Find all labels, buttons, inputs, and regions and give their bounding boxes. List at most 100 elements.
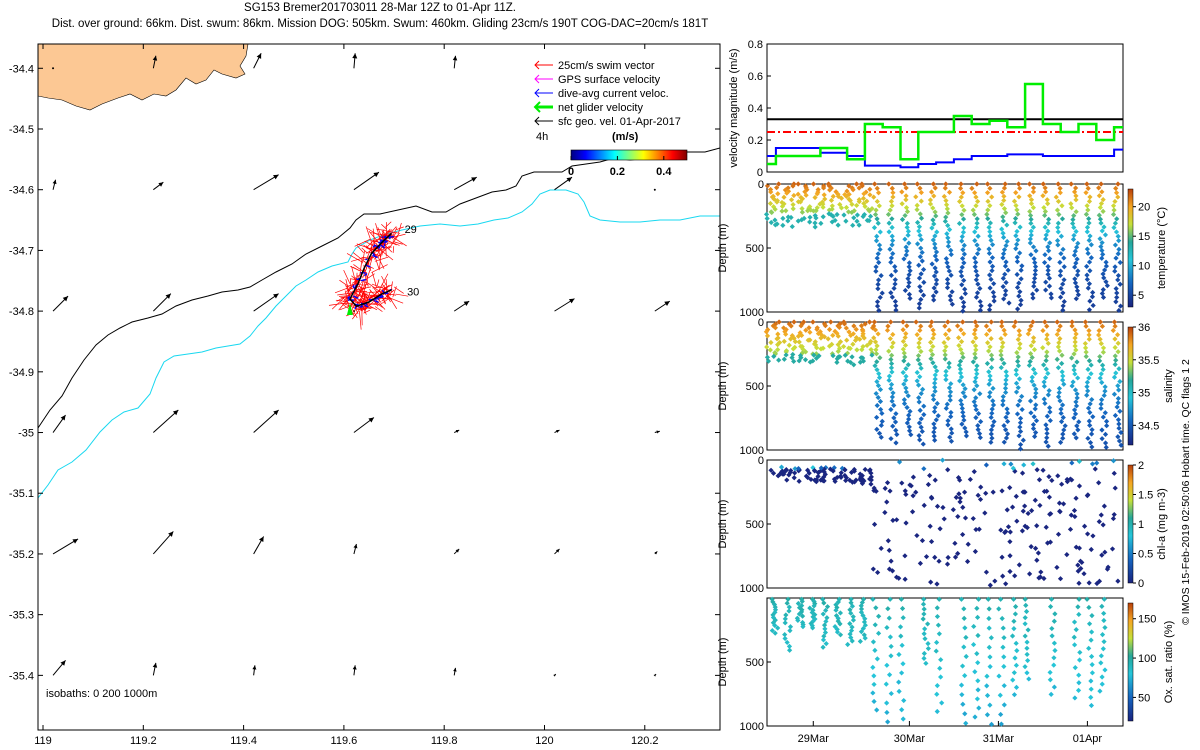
profile-marker — [959, 401, 965, 408]
sfc-arrow-head — [168, 531, 174, 537]
chla-marker — [822, 471, 828, 478]
chla-marker — [806, 470, 812, 476]
profile-marker — [1083, 323, 1089, 329]
profile-marker — [1086, 332, 1092, 338]
sfc-arrow-head — [158, 182, 164, 187]
oxygen-marker — [858, 609, 865, 615]
profile-marker — [1116, 387, 1122, 393]
profile-marker — [856, 222, 862, 228]
profile-marker — [905, 228, 912, 234]
sfc-arrow — [52, 179, 57, 190]
oxygen-marker — [849, 638, 855, 644]
profile-marker — [795, 218, 801, 224]
chla-marker — [812, 478, 819, 484]
chla-marker — [1036, 477, 1043, 483]
profile-marker — [789, 355, 795, 361]
profile-marker — [1031, 279, 1037, 285]
chla-marker — [1029, 508, 1035, 514]
profile-marker — [782, 329, 788, 335]
swim-vector — [374, 297, 386, 310]
chla-marker — [1094, 580, 1100, 587]
profile-marker — [945, 210, 951, 216]
profile-marker — [972, 327, 978, 333]
oxygen-x-axis: 29Mar 30Mar 31Mar 01Apr — [798, 721, 1102, 745]
chart-title-line1: SG153 Bremer201703011 28-Mar 12Z to 01-A… — [244, 2, 516, 14]
chla-marker — [886, 566, 893, 572]
sfc-arrow-head — [373, 172, 379, 178]
dac-vector — [378, 295, 382, 299]
profile-marker — [943, 405, 949, 411]
swim-vector — [375, 223, 381, 239]
profile-marker — [930, 396, 937, 403]
chla-marker — [1068, 512, 1074, 518]
profile-marker — [1029, 374, 1035, 380]
profile-marker — [1006, 300, 1012, 306]
profile-marker — [860, 328, 866, 334]
chla-marker — [858, 477, 864, 484]
sfc-arrow — [253, 174, 279, 191]
profile-marker — [1075, 292, 1081, 298]
chla-marker — [1046, 494, 1053, 500]
profile-marker — [810, 358, 816, 364]
oxygen-marker — [820, 644, 826, 650]
oxygen-marker — [823, 640, 829, 647]
colorbar-tick-label: 35 — [1138, 388, 1150, 400]
oxygen-marker — [1099, 603, 1105, 609]
profile-marker — [1001, 360, 1007, 367]
profile-marker — [945, 243, 951, 249]
profile-marker — [1033, 248, 1039, 254]
chla-marker — [1101, 503, 1107, 509]
oxygen-marker — [871, 681, 877, 688]
oxygen-marker — [1052, 647, 1058, 654]
oxygen-marker — [1001, 683, 1007, 689]
profile-marker — [958, 346, 964, 353]
chla-marker — [871, 485, 877, 491]
oxygen-marker — [963, 720, 969, 726]
profile-marker — [930, 343, 936, 350]
chla-marker — [805, 467, 811, 473]
sfc-arrow — [452, 55, 458, 69]
profile-marker — [1071, 431, 1077, 437]
profile-marker — [1075, 268, 1081, 274]
map-panel: 119 119.2 119.4 119.6 119.8 120 120.2 -34.4-34… — [9, 43, 721, 747]
profile-marker — [861, 211, 868, 218]
profile-marker — [1013, 233, 1019, 239]
profile-marker — [891, 402, 897, 408]
profile-marker — [835, 333, 841, 339]
chla-marker — [778, 464, 785, 470]
profile-marker — [1116, 438, 1123, 444]
profile-marker — [919, 258, 925, 264]
oxygen-marker — [811, 598, 817, 605]
profile-marker — [970, 339, 976, 345]
oxygen-marker — [986, 644, 992, 651]
profile-marker — [764, 344, 770, 350]
profile-marker — [1073, 296, 1079, 302]
profile-marker — [875, 331, 881, 337]
profile-marker — [1014, 284, 1021, 291]
profile-marker — [1032, 275, 1038, 281]
profile-marker — [931, 297, 937, 303]
profile-marker — [886, 220, 892, 226]
profile-marker — [943, 331, 949, 337]
profile-marker — [1074, 423, 1080, 429]
velocity-y-tick-label: 0 — [757, 167, 763, 179]
profile-marker — [877, 246, 883, 253]
chla-marker — [843, 477, 849, 484]
profile-marker — [867, 186, 873, 192]
profile-marker — [1000, 284, 1006, 290]
profile-marker — [900, 327, 906, 333]
oxygen-marker — [1024, 645, 1030, 651]
profile-marker — [860, 333, 866, 339]
chla-colorbar — [1127, 464, 1134, 584]
profile-marker — [810, 181, 817, 187]
profile-marker — [859, 183, 865, 189]
profile-marker — [960, 409, 966, 415]
profile-marker — [904, 420, 910, 426]
profile-marker — [874, 414, 880, 421]
swim-vector — [359, 279, 365, 295]
map-y-tick-label: -34.8 — [9, 306, 34, 318]
oxygen-marker — [1071, 634, 1077, 640]
profile-marker — [1002, 331, 1008, 338]
chla-marker — [899, 480, 905, 486]
profile-marker — [873, 268, 879, 274]
